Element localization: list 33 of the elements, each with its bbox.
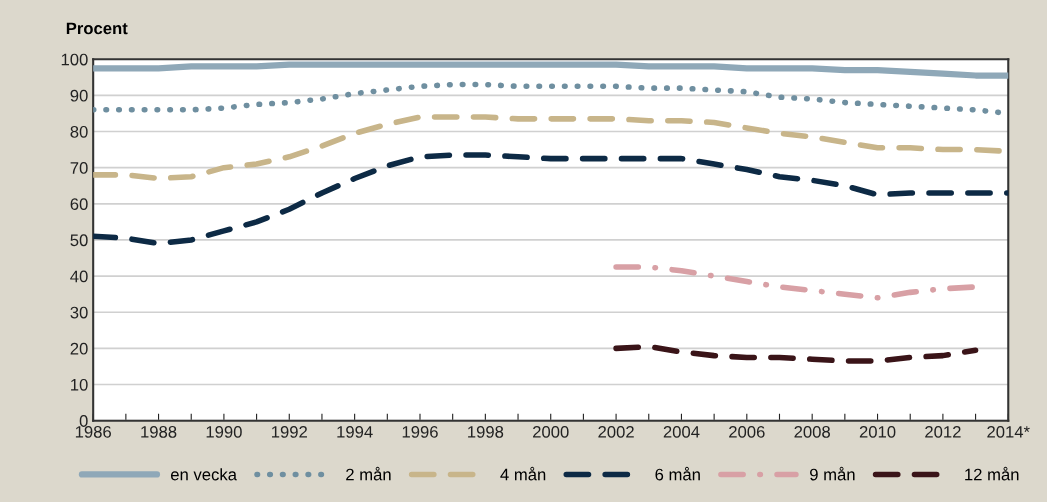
y-tick-label: 80 <box>70 125 88 138</box>
legend-label: 9 mån <box>810 466 855 481</box>
x-tick-label: 2000 <box>533 425 569 438</box>
x-tick-label: 1990 <box>206 425 242 438</box>
y-tick-label: 100 <box>61 53 88 66</box>
y-tick-label: 10 <box>71 378 88 391</box>
x-tick-label: 1992 <box>272 425 307 438</box>
y-axis-title: Procent <box>66 22 128 35</box>
legend-label: 4 mån <box>500 466 546 481</box>
x-tick-label: 2004 <box>663 425 700 438</box>
y-tick-label: 60 <box>70 198 88 211</box>
x-tick-label: 1996 <box>402 425 438 438</box>
x-tick-label: 1998 <box>468 425 504 438</box>
legend-label: 6 mån <box>655 466 700 481</box>
x-tick-label: 2010 <box>859 425 896 438</box>
y-tick-label: 50 <box>70 234 88 247</box>
x-tick-label: 2002 <box>598 425 634 438</box>
legend-label: en vecka <box>170 468 237 481</box>
y-tick-label: 30 <box>70 306 88 319</box>
y-tick-label: 0 <box>79 415 88 427</box>
x-tick-label: 1988 <box>141 425 177 438</box>
x-tick-label: 2008 <box>794 425 830 438</box>
x-tick-label: 2012 <box>925 425 961 438</box>
legend-label: 2 mån <box>346 466 391 481</box>
x-tick-label: 2006 <box>729 425 765 438</box>
legend-label: 12 mån <box>965 466 1019 481</box>
y-tick-label: 70 <box>70 162 88 174</box>
x-tick-label: 1994 <box>337 425 373 438</box>
x-tick-label: 2014* <box>987 425 1030 438</box>
y-tick-label: 20 <box>70 342 88 355</box>
y-tick-label: 90 <box>70 89 88 102</box>
y-tick-label: 40 <box>70 270 88 283</box>
x-tick-label: 1986 <box>75 425 111 438</box>
